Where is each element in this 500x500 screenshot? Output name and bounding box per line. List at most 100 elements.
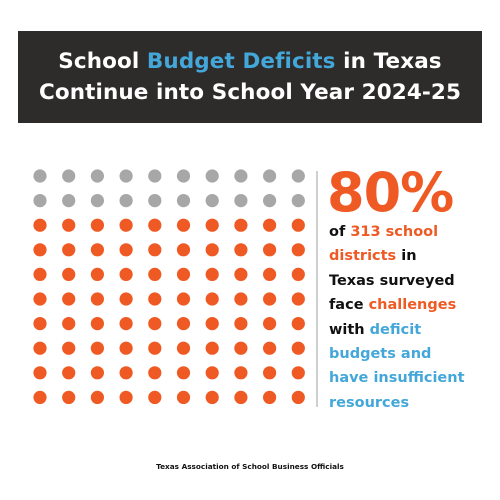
waffle-dot <box>90 317 104 331</box>
waffle-dot <box>90 243 104 257</box>
waffle-dot <box>291 341 305 355</box>
waffle-dot <box>90 292 104 306</box>
waffle-dot <box>62 292 76 306</box>
waffle-dot <box>263 218 277 232</box>
waffle-dot <box>176 169 191 183</box>
stat-text: of <box>329 224 351 240</box>
waffle-dot <box>119 366 133 380</box>
waffle-dot <box>176 267 191 281</box>
waffle-dot <box>291 317 305 331</box>
waffle-dot <box>291 390 305 404</box>
stat-line-4: face challenges <box>329 293 499 317</box>
waffle-dot <box>263 267 277 281</box>
waffle-dot <box>33 366 47 380</box>
waffle-dot <box>263 317 277 331</box>
waffle-dot <box>263 366 277 380</box>
waffle-dot <box>205 169 219 183</box>
waffle-dot <box>205 292 219 306</box>
stat-text: face <box>329 297 369 314</box>
waffle-dot <box>263 292 277 306</box>
waffle-dot <box>119 194 133 208</box>
waffle-dot <box>90 194 104 208</box>
waffle-dot <box>148 390 162 404</box>
waffle-dot <box>119 169 133 183</box>
waffle-dot <box>148 194 162 208</box>
waffle-dot <box>90 267 104 281</box>
waffle-dot <box>62 366 76 380</box>
stat-line-3: Texas surveyed <box>329 272 455 289</box>
stat-description: of 313 school districts in Texas surveye… <box>329 220 499 415</box>
waffle-dot <box>205 317 219 331</box>
waffle-dot <box>176 194 191 208</box>
waffle-dot <box>90 218 104 232</box>
waffle-dot <box>148 243 162 257</box>
stat-highlight: deficit <box>369 321 422 338</box>
waffle-dot <box>62 317 76 331</box>
source-credit: Texas Association of School Business Off… <box>156 462 344 471</box>
waffle-dot <box>33 194 47 208</box>
stat-line-6: budgets and <box>329 346 432 363</box>
waffle-dot <box>234 292 248 306</box>
waffle-dot <box>148 341 162 355</box>
stat-highlight: challenges <box>368 297 457 314</box>
waffle-dot <box>62 341 76 355</box>
waffle-dot <box>176 292 191 306</box>
waffle-dot <box>119 267 133 281</box>
waffle-dot <box>33 292 47 306</box>
title-text: School <box>58 49 147 74</box>
stat-text: with <box>329 321 370 338</box>
waffle-dot <box>263 243 277 257</box>
waffle-dot <box>176 366 191 380</box>
stat-line-5: with deficit <box>329 318 499 342</box>
waffle-dot <box>148 267 162 281</box>
title-line-2: Continue into School Year 2024-25 <box>38 80 462 105</box>
stat-line-1: of 313 school <box>329 220 499 244</box>
title-highlight: Budget Deficits <box>146 49 336 74</box>
waffle-dot <box>119 341 133 355</box>
waffle-dot <box>33 317 47 331</box>
waffle-dot <box>62 194 76 208</box>
waffle-dot <box>234 390 248 404</box>
waffle-dot <box>291 366 305 380</box>
divider-line <box>316 171 318 407</box>
waffle-dot <box>119 218 133 232</box>
waffle-dot <box>291 194 305 208</box>
stat-percent: 80% <box>327 161 454 224</box>
stat-line-7: have insufficient <box>329 370 465 387</box>
waffle-dot <box>62 218 76 232</box>
waffle-dot <box>234 341 248 355</box>
waffle-dot <box>33 243 47 257</box>
waffle-dot <box>90 390 104 404</box>
waffle-dot <box>205 194 219 208</box>
waffle-dot <box>148 292 162 306</box>
stat-line-2: districts in <box>329 244 499 268</box>
stat-highlight: districts <box>329 248 397 265</box>
waffle-dot <box>62 169 76 183</box>
waffle-dot <box>176 243 191 257</box>
waffle-dot <box>205 390 219 404</box>
title-line-1: School Budget Deficits in Texas <box>58 46 441 77</box>
waffle-dot <box>148 366 162 380</box>
title-text: in Texas <box>335 49 442 74</box>
waffle-dot <box>176 341 191 355</box>
waffle-dot <box>291 292 305 306</box>
stat-highlight: 313 school <box>350 224 439 240</box>
waffle-dot <box>33 218 47 232</box>
waffle-dot <box>234 366 248 380</box>
waffle-dot <box>291 169 305 183</box>
waffle-dot <box>176 218 191 232</box>
waffle-dot <box>205 243 219 257</box>
waffle-dot <box>205 341 219 355</box>
waffle-dot <box>263 341 277 355</box>
waffle-dot <box>234 267 248 281</box>
waffle-dot <box>148 317 162 331</box>
waffle-dot <box>33 390 47 404</box>
waffle-dot <box>263 390 277 404</box>
title-banner: School Budget Deficits in Texas Continue… <box>18 31 482 123</box>
waffle-dot <box>234 218 248 232</box>
waffle-dot <box>263 169 277 183</box>
stat-text: in <box>396 248 417 265</box>
waffle-dot <box>234 194 248 208</box>
stat-line-8: resources <box>329 394 410 411</box>
